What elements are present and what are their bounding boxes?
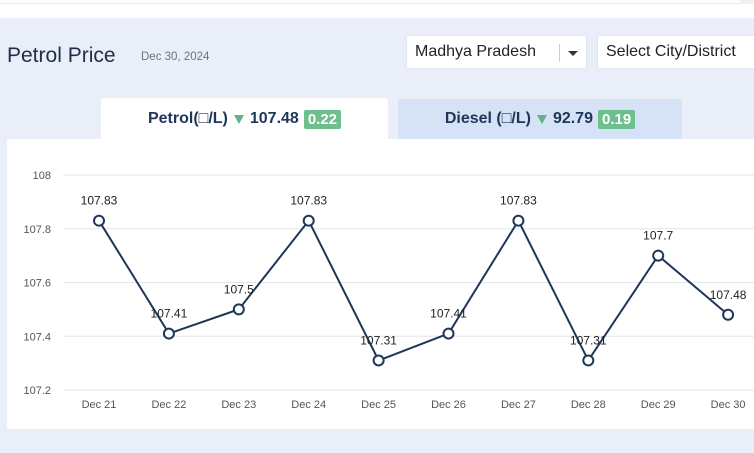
x-tick-label: Dec 27 <box>501 399 536 411</box>
data-point <box>652 249 665 262</box>
petrol-price: 107.48 <box>249 110 299 127</box>
data-label: 107.83 <box>81 194 118 208</box>
state-select[interactable]: Madhya Pradesh <box>406 35 587 69</box>
petrol-label: Petrol(□/L) <box>147 110 228 127</box>
down-triangle-icon <box>536 114 547 124</box>
select-divider <box>559 44 560 62</box>
page-title: Petrol Price <box>7 44 116 67</box>
data-label: 107.31 <box>360 333 397 347</box>
x-tick-label: Dec 28 <box>571 399 606 411</box>
x-tick-label: Dec 29 <box>641 399 676 411</box>
data-label: 107.83 <box>290 194 327 208</box>
top-card-edge <box>0 0 740 4</box>
y-tick-label: 107.4 <box>23 331 51 343</box>
y-tick-label: 107.2 <box>23 385 51 397</box>
x-tick-label: Dec 24 <box>291 399 326 411</box>
city-select-placeholder: Select City/District <box>606 43 736 60</box>
x-tick-label: Dec 26 <box>431 399 466 411</box>
x-tick-label: Dec 21 <box>82 399 117 411</box>
x-tick-label: Dec 23 <box>221 399 256 411</box>
diesel-label: Diesel (□/L) <box>444 110 531 127</box>
data-label: 107.7 <box>643 229 673 243</box>
tab-petrol[interactable]: Petrol(□/L) 107.48 0.22 <box>101 98 388 140</box>
chart-card <box>7 139 754 429</box>
data-point <box>372 354 385 367</box>
data-point <box>722 308 735 321</box>
price-date: Dec 30, 2024 <box>141 51 210 63</box>
data-point <box>512 214 525 227</box>
y-tick-label: 107.6 <box>23 278 51 290</box>
petrol-change-badge: 0.22 <box>303 109 342 129</box>
data-point <box>442 327 455 340</box>
diesel-price: 92.79 <box>552 110 593 127</box>
data-label: 107.31 <box>570 333 607 347</box>
data-point <box>93 214 105 227</box>
x-tick-label: Dec 30 <box>711 399 746 411</box>
data-point <box>582 354 595 367</box>
x-tick-label: Dec 22 <box>151 399 186 411</box>
tab-diesel[interactable]: Diesel (□/L) 92.79 0.19 <box>398 99 682 139</box>
data-point <box>302 214 315 227</box>
data-label: 107.83 <box>500 194 537 208</box>
y-tick-label: 107.8 <box>23 224 51 236</box>
x-tick-label: Dec 25 <box>361 399 396 411</box>
state-select-value: Madhya Pradesh <box>415 43 536 60</box>
chevron-down-icon[interactable] <box>568 51 578 56</box>
data-label: 107.48 <box>710 288 747 302</box>
diesel-change-badge: 0.19 <box>597 109 636 129</box>
data-label: 107.5 <box>224 282 254 296</box>
down-triangle-icon <box>233 114 244 124</box>
data-label: 107.41 <box>151 307 188 321</box>
data-label: 107.41 <box>430 307 467 321</box>
y-tick-label: 108 <box>33 170 51 182</box>
series-line <box>98 218 729 363</box>
city-select[interactable]: Select City/District <box>597 35 754 69</box>
data-point <box>162 327 175 340</box>
data-point <box>232 303 245 316</box>
